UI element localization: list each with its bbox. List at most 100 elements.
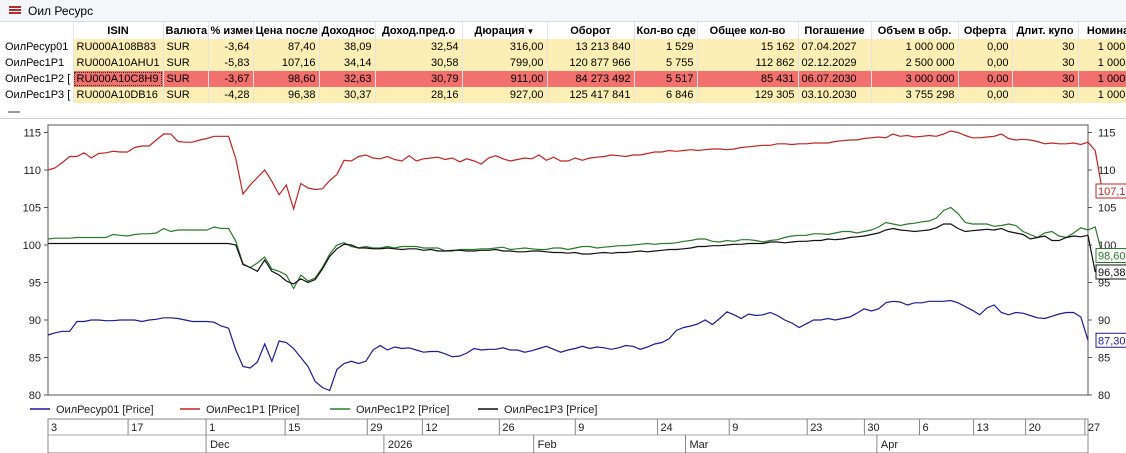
series-line-0[interactable] xyxy=(47,299,1089,392)
bonds-table: ISIN Валюта% измен Цена после Доходнос Доход… xyxy=(2,22,1126,103)
column-header-label: Цена после xyxy=(255,24,318,37)
table-row[interactable]: ОилРес1P3 [RU000A10DB16 SUR -4,28 96,38 30,3… xyxy=(2,87,1126,103)
y-tick-label-right: 90 xyxy=(1098,315,1110,327)
column-header-11[interactable]: Погашение xyxy=(798,22,872,39)
table-cell: 799,00 xyxy=(462,55,548,71)
table-cell: 0,00 xyxy=(958,71,1013,87)
bonds-table-panel: ISIN Валюта% измен Цена после Доходнос Доход… xyxy=(0,22,1126,118)
table-body: ОилРесур01 RU000A108B83 SUR -3,64 87,40 38,09… xyxy=(2,39,1126,103)
series-line-3[interactable] xyxy=(48,223,1096,285)
table-cell: 07.04.2027 xyxy=(798,39,872,55)
column-header-12[interactable]: Объем в обр. xyxy=(871,22,959,39)
x-day-label: 15 xyxy=(288,422,300,434)
table-cell: SUR xyxy=(163,39,209,55)
table-cell: RU000A108B83 xyxy=(73,39,164,55)
table-cell: 30 xyxy=(1012,39,1079,55)
plot-area xyxy=(47,124,1089,396)
column-header-1[interactable]: ISIN xyxy=(73,22,164,39)
column-header-3[interactable]: % измен xyxy=(208,22,254,39)
table-cell: 316,00 xyxy=(462,39,548,55)
x-month-label: 2026 xyxy=(388,439,412,451)
column-header-4[interactable]: Цена после xyxy=(253,22,320,39)
y-tick-label-left: 80 xyxy=(29,390,41,402)
column-header-14[interactable]: Длит. купо xyxy=(1012,22,1079,39)
y-tick-label-right: 105 xyxy=(1098,203,1116,215)
last-price-label-1: 107,16 xyxy=(1098,186,1126,198)
y-tick-label-left: 85 xyxy=(29,353,41,365)
x-day-label: 24 xyxy=(660,422,672,434)
bond-name-cell: ОилРес1P1 xyxy=(2,55,74,71)
table-cell: 125 417 841 xyxy=(547,87,635,103)
table-row[interactable]: ОилРесур01 RU000A108B83 SUR -3,64 87,40 38,09… xyxy=(2,39,1126,55)
table-cell: 03.10.2030 xyxy=(798,87,872,103)
series-line-1[interactable] xyxy=(47,130,1103,212)
x-day-label: 9 xyxy=(578,422,584,434)
column-header-label: Доход.пред.о xyxy=(381,24,456,37)
column-header-7[interactable]: Дюрация ▼ xyxy=(462,22,548,39)
bond-name-cell: ОилРесур01 xyxy=(2,39,74,55)
column-header-label: Оборот xyxy=(570,24,611,37)
column-header-8[interactable]: Оборот xyxy=(547,22,635,39)
table-cell: RU000A10DB16 xyxy=(73,87,164,103)
y-tick-label-right: 80 xyxy=(1098,390,1110,402)
table-cell: 30,37 xyxy=(319,87,376,103)
legend-label-3: ОилРес1P3 [Price] xyxy=(504,404,597,416)
column-header-label: Общее кол-во xyxy=(709,24,786,37)
table-cell: 38,09 xyxy=(319,39,376,55)
list-icon xyxy=(9,6,21,17)
table-cell: 85 431 xyxy=(697,71,799,87)
column-header-2[interactable]: Валюта xyxy=(163,22,209,39)
table-cell: 06.07.2030 xyxy=(798,71,872,87)
table-cell: 6 846 xyxy=(634,87,698,103)
column-header-6[interactable]: Доход.пред.о xyxy=(375,22,463,39)
x-day-label: 9 xyxy=(732,422,738,434)
column-header-5[interactable]: Доходнос xyxy=(319,22,376,39)
column-header-label: Номина xyxy=(1086,24,1126,37)
column-header-0[interactable] xyxy=(2,22,74,39)
table-cell: 32,63 xyxy=(319,71,376,87)
y-tick-label-left: 100 xyxy=(23,240,41,252)
table-cell: 1 000,0 xyxy=(1078,55,1126,71)
column-header-13[interactable]: Оферта xyxy=(958,22,1013,39)
x-day-label: 23 xyxy=(810,422,822,434)
table-cell: 3 000 000 xyxy=(871,71,959,87)
table-row[interactable]: ОилРес1P2 [RU000A10C8H9 SUR -3,67 98,60 32,6… xyxy=(2,71,1126,87)
y-tick-label-left: 105 xyxy=(23,203,41,215)
last-price-label-3: 96,38 xyxy=(1098,267,1126,279)
column-header-15[interactable]: Номина xyxy=(1078,22,1126,39)
y-tick-label-right: 95 xyxy=(1098,278,1110,290)
x-day-label: 3 xyxy=(51,422,57,434)
table-cell: 98,60 xyxy=(253,71,320,87)
column-header-10[interactable]: Общее кол-во xyxy=(697,22,799,39)
table-cell: 28,16 xyxy=(375,87,463,103)
column-header-label: % измен xyxy=(210,24,253,37)
table-cell: 30 xyxy=(1012,87,1079,103)
table-row[interactable]: ОилРес1P1 RU000A10AHU1 SUR -5,83 107,16 34,14… xyxy=(2,55,1126,71)
column-header-label: Объем в обр. xyxy=(877,24,952,37)
last-price-box-3 xyxy=(1095,264,1126,280)
y-tick-label-left: 95 xyxy=(29,278,41,290)
table-cell: SUR xyxy=(163,87,209,103)
table-cell: 0,00 xyxy=(958,55,1013,71)
x-month-label: Feb xyxy=(538,439,557,451)
table-cell: 1 000,0 xyxy=(1078,87,1126,103)
table-cell: 30 xyxy=(1012,71,1079,87)
series-line-2[interactable] xyxy=(47,206,1103,290)
table-cell: 30,79 xyxy=(375,71,463,87)
table-cell: -5,83 xyxy=(208,55,254,71)
panel-splitter-handle[interactable] xyxy=(8,111,20,113)
table-cell: 1 000,0 xyxy=(1078,71,1126,87)
table-cell: 5 517 xyxy=(634,71,698,87)
column-header-label: Кол-во сде xyxy=(636,24,696,37)
table-cell: SUR xyxy=(163,55,209,71)
column-header-9[interactable]: Кол-во сде xyxy=(634,22,698,39)
table-cell: 107,16 xyxy=(253,55,320,71)
x-day-label: 27 xyxy=(1088,422,1100,434)
table-cell: RU000A10C8H9 xyxy=(73,71,164,87)
table-cell: 5 755 xyxy=(634,55,698,71)
last-price-label-0: 87,30 xyxy=(1098,335,1126,347)
window-titlebar: Оил Ресурс xyxy=(0,0,1126,22)
last-price-box-1 xyxy=(1095,183,1126,199)
table-cell: 34,14 xyxy=(319,55,376,71)
